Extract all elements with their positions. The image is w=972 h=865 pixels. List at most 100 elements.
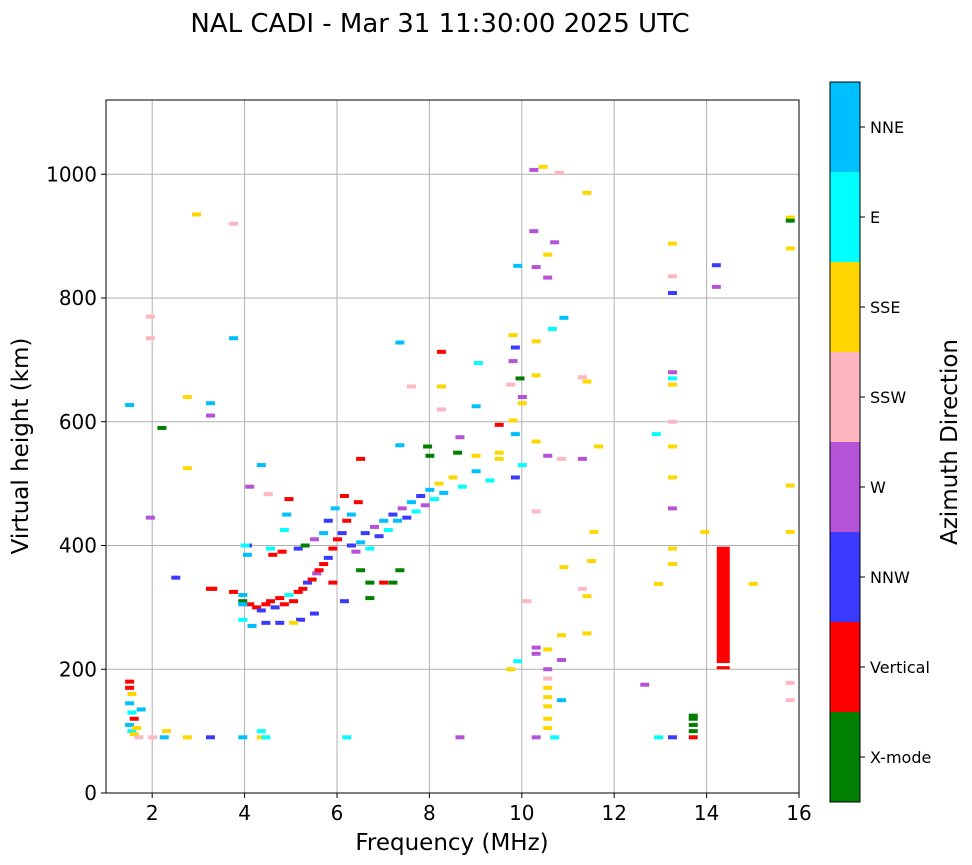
data-point xyxy=(543,704,553,709)
data-point xyxy=(229,221,239,226)
data-point xyxy=(245,484,255,489)
data-point xyxy=(289,620,299,625)
data-point xyxy=(192,212,202,217)
data-point xyxy=(182,395,192,399)
data-point xyxy=(266,546,276,551)
data-point xyxy=(559,315,569,320)
data-point xyxy=(667,475,677,480)
data-point xyxy=(543,726,553,731)
data-point xyxy=(256,608,266,613)
data-point xyxy=(748,581,758,586)
data-point xyxy=(205,413,215,418)
colorbar-segment xyxy=(830,82,860,172)
data-point xyxy=(240,543,250,548)
colorbar-segment xyxy=(830,532,860,622)
data-point xyxy=(275,620,285,625)
data-point xyxy=(125,722,135,727)
colorbar-segment xyxy=(830,622,860,712)
data-point xyxy=(369,524,379,529)
data-point xyxy=(328,580,338,585)
y-tick-label: 800 xyxy=(59,286,97,310)
data-point xyxy=(319,531,329,536)
colorbar-segment xyxy=(830,262,860,352)
data-point xyxy=(439,490,449,495)
data-point xyxy=(471,404,481,409)
data-point xyxy=(159,735,169,740)
data-point xyxy=(559,565,569,570)
data-point xyxy=(667,444,677,449)
data-point xyxy=(420,503,430,508)
data-point xyxy=(229,336,239,341)
data-point xyxy=(587,558,597,563)
data-point xyxy=(589,529,599,534)
data-point xyxy=(132,726,142,731)
data-point xyxy=(162,729,172,734)
data-point xyxy=(594,444,604,449)
data-point xyxy=(393,518,403,523)
data-point xyxy=(531,339,541,344)
data-point xyxy=(379,580,389,585)
data-point xyxy=(284,497,294,502)
y-tick-label: 0 xyxy=(84,781,97,805)
x-axis-label: Frequency (MHz) xyxy=(355,830,548,856)
data-point xyxy=(157,425,167,430)
data-point xyxy=(125,679,135,684)
data-point xyxy=(238,599,248,604)
data-point xyxy=(700,529,710,534)
data-point xyxy=(293,546,303,551)
data-point xyxy=(127,710,137,715)
data-point xyxy=(508,418,518,423)
data-point xyxy=(423,444,433,449)
colorbar-frame xyxy=(829,81,861,803)
data-point xyxy=(453,450,463,455)
colorbar-segment xyxy=(830,172,860,262)
data-point xyxy=(268,552,278,557)
data-point xyxy=(125,685,135,690)
data-point xyxy=(667,506,677,511)
data-point xyxy=(517,401,527,406)
data-point xyxy=(307,577,317,582)
data-point xyxy=(365,580,375,585)
data-point xyxy=(282,512,292,517)
data-point xyxy=(654,735,664,740)
data-point xyxy=(457,484,467,489)
y-tick-label: 1000 xyxy=(46,162,97,186)
data-point xyxy=(651,432,661,437)
data-point xyxy=(688,713,698,718)
data-point xyxy=(513,659,523,664)
data-point xyxy=(279,602,289,607)
data-point xyxy=(256,463,266,468)
data-point xyxy=(473,360,483,365)
data-point xyxy=(538,164,548,169)
data-point xyxy=(145,314,155,319)
data-point xyxy=(134,735,144,740)
colorbar-tick-label: W xyxy=(870,478,886,497)
x-tick-label: 16 xyxy=(786,801,811,825)
data-point xyxy=(547,326,557,331)
y-axis-label: Virtual height (km) xyxy=(8,338,34,555)
data-point xyxy=(582,631,592,636)
colorbar-tick-label: X-mode xyxy=(870,748,931,767)
data-point xyxy=(328,546,338,551)
data-point xyxy=(261,620,271,625)
colorbar-label: Azimuth Direction xyxy=(937,339,963,545)
data-point xyxy=(785,218,795,223)
data-point xyxy=(640,682,650,687)
data-point xyxy=(148,735,158,740)
data-point xyxy=(395,568,405,573)
data-point xyxy=(309,611,319,616)
data-point xyxy=(277,549,287,554)
data-bar xyxy=(716,546,730,664)
data-point xyxy=(510,432,520,437)
data-point xyxy=(379,518,389,523)
data-point xyxy=(436,407,446,412)
data-point xyxy=(543,252,553,257)
data-point xyxy=(125,403,135,408)
x-tick-label: 12 xyxy=(601,801,626,825)
plot-frame xyxy=(105,99,800,794)
data-point xyxy=(688,722,698,727)
data-point xyxy=(667,274,677,279)
colorbar-tick-label: NNW xyxy=(870,568,910,587)
data-point xyxy=(494,450,504,455)
data-point xyxy=(289,599,299,604)
